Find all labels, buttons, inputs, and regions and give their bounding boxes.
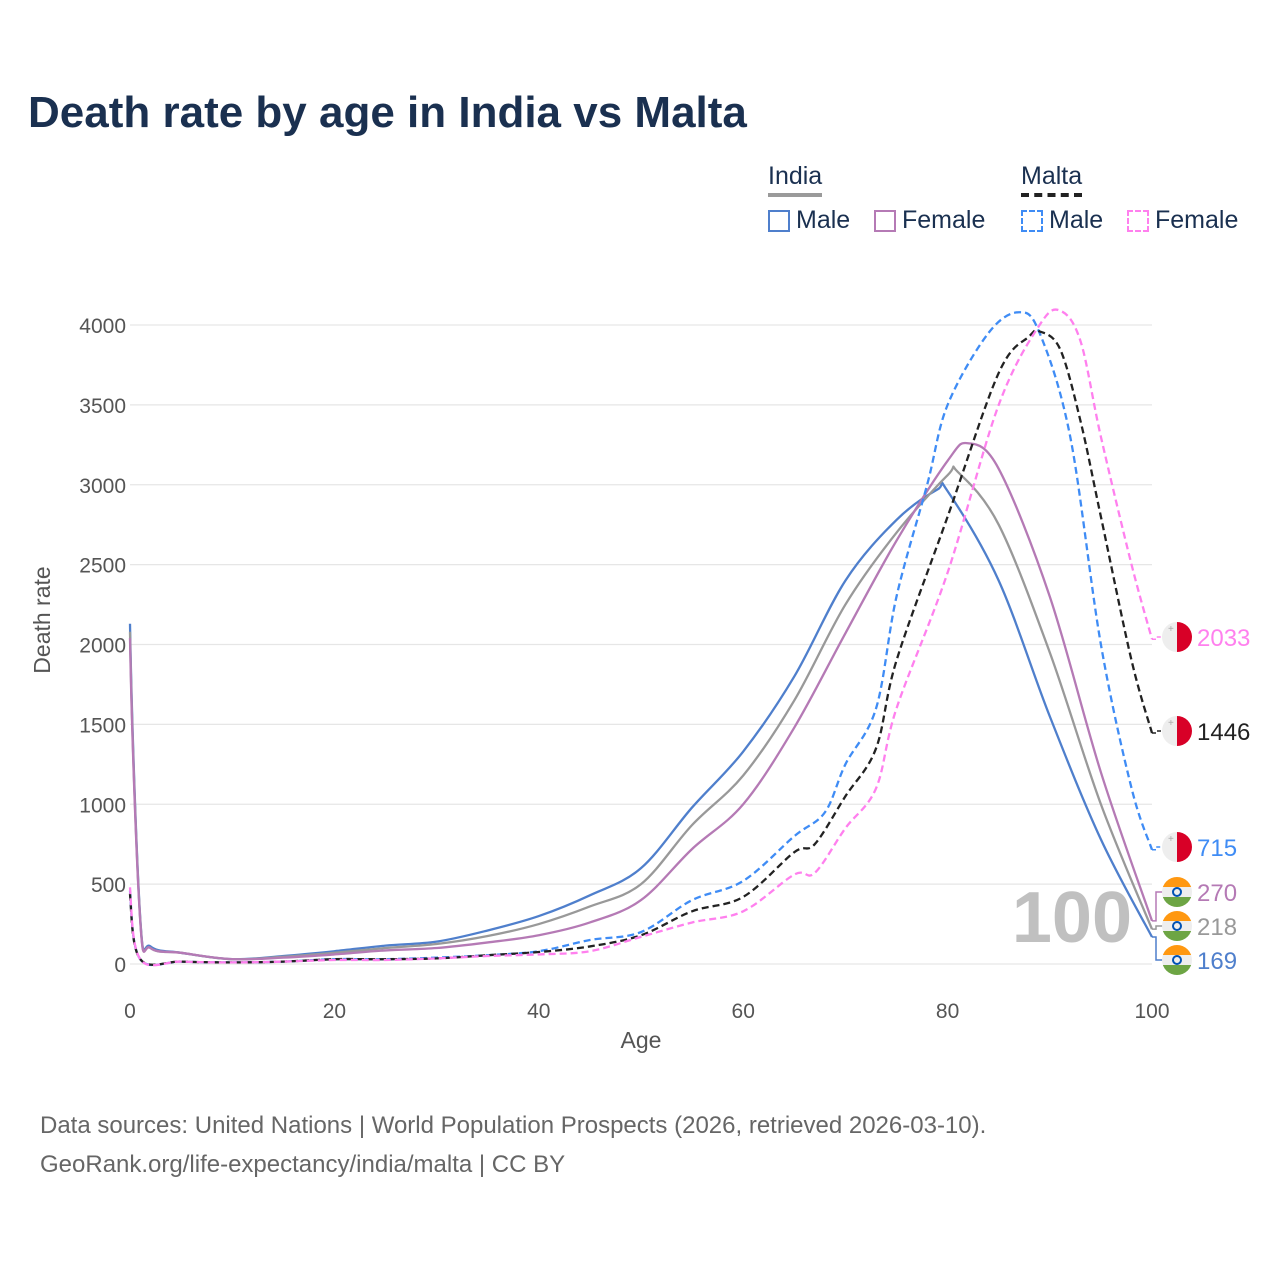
y-tick-label: 500 [91,874,126,897]
flag-green [1162,897,1192,907]
series-line-india-both [128,465,1154,961]
flag-white [1162,622,1177,652]
footer: Data sources: United Nations | World Pop… [40,1106,986,1184]
legend-india-male[interactable]: Male [768,206,850,235]
y-tick-label: 4000 [79,315,126,338]
y-tick-label: 3000 [79,475,126,498]
flag-saffron [1162,945,1192,955]
y-axis-label: Death rate [29,566,55,673]
x-axis: 0 20 40 60 80 100 [124,1000,1169,1023]
y-tick-label: 1500 [79,714,126,737]
malta-flag-icon: + [1162,832,1192,862]
flag-saffron [1162,911,1192,921]
india-flag-icon [1162,911,1192,941]
legend-label: Female [902,206,986,234]
flag-green [1162,931,1192,941]
flag-chakra [1172,955,1182,965]
legend-label: Male [1049,206,1104,234]
flag-red [1177,832,1192,862]
x-tick-label: 20 [323,1000,346,1023]
x-tick-label: 40 [527,1000,550,1023]
end-connector [1152,730,1164,734]
flag-white [1162,921,1192,931]
legend-group-malta: Malta Male Female [1021,162,1238,234]
flag-saffron [1162,877,1192,887]
end-connector [1152,891,1164,922]
end-value-label: 715 [1197,835,1237,862]
flag-white [1162,832,1177,862]
series-line-india-male [128,481,1154,961]
legend-india-female[interactable]: Female [874,206,985,235]
flag-white [1162,955,1192,965]
legend-malta-male[interactable]: Male [1021,206,1103,235]
end-connector [1152,636,1164,640]
legend-swatch [874,209,896,232]
legend-label: Female [1155,206,1239,234]
legend-heading-india: India [768,162,823,197]
x-tick-label: 60 [732,1000,755,1023]
end-value-label: 270 [1197,880,1237,907]
year-marker: 100 [1012,878,1132,958]
flag-cross: + [1168,624,1174,635]
end-value-label: 1446 [1197,719,1250,746]
y-tick-label: 0 [114,954,126,977]
malta-flag-icon: + [1162,716,1192,746]
flag-chakra [1172,921,1182,931]
end-connector [1152,925,1164,930]
end-connector [1152,846,1164,851]
flag-red [1177,716,1192,746]
series-line-malta-both [128,329,1154,966]
series-lines [128,308,1154,967]
malta-flag-icon: + [1162,622,1192,652]
flag-green [1162,965,1192,975]
india-flag-icon [1162,877,1192,907]
attribution-link[interactable]: GeoRank.org/life-expectancy/india/malta … [40,1151,566,1178]
legend-swatch [768,209,790,232]
x-tick-label: 0 [124,1000,136,1023]
x-tick-label: 100 [1134,1000,1169,1023]
gridlines [130,324,1152,965]
x-tick-label: 80 [936,1000,959,1023]
flag-white [1162,716,1177,746]
flag-cross: + [1168,718,1174,729]
legend-label: Male [796,206,851,234]
legend-swatch [1021,209,1043,232]
flag-cross: + [1168,834,1174,845]
end-value-label: 169 [1197,948,1237,975]
legend-group-india: India Male Female [768,162,985,234]
legend-heading-malta: Malta [1021,162,1083,197]
legend-malta-female[interactable]: Female [1127,206,1238,235]
series-line-india-female [128,441,1154,961]
chart-title: Death rate by age in India vs Malta [28,88,747,137]
x-axis-label: Age [621,1027,662,1053]
end-connector [1152,936,1164,961]
y-tick-label: 3500 [79,395,126,418]
flag-chakra [1172,887,1182,897]
end-value-label: 2033 [1197,625,1250,652]
flag-red [1177,622,1192,652]
india-flag-icon [1162,945,1192,975]
y-tick-label: 1000 [79,794,126,817]
y-tick-label: 2000 [79,635,126,658]
end-value-label: 218 [1197,914,1237,941]
end-labels: 169 218 270 + 715 + 1446 + 2033 [1152,622,1250,975]
legend-swatch [1127,209,1149,232]
data-source: Data sources: United Nations | World Pop… [40,1112,987,1139]
y-axis: 0 500 1000 1500 2000 2500 3000 3500 4000 [79,315,126,977]
y-tick-label: 2500 [79,555,126,578]
flag-white [1162,887,1192,897]
